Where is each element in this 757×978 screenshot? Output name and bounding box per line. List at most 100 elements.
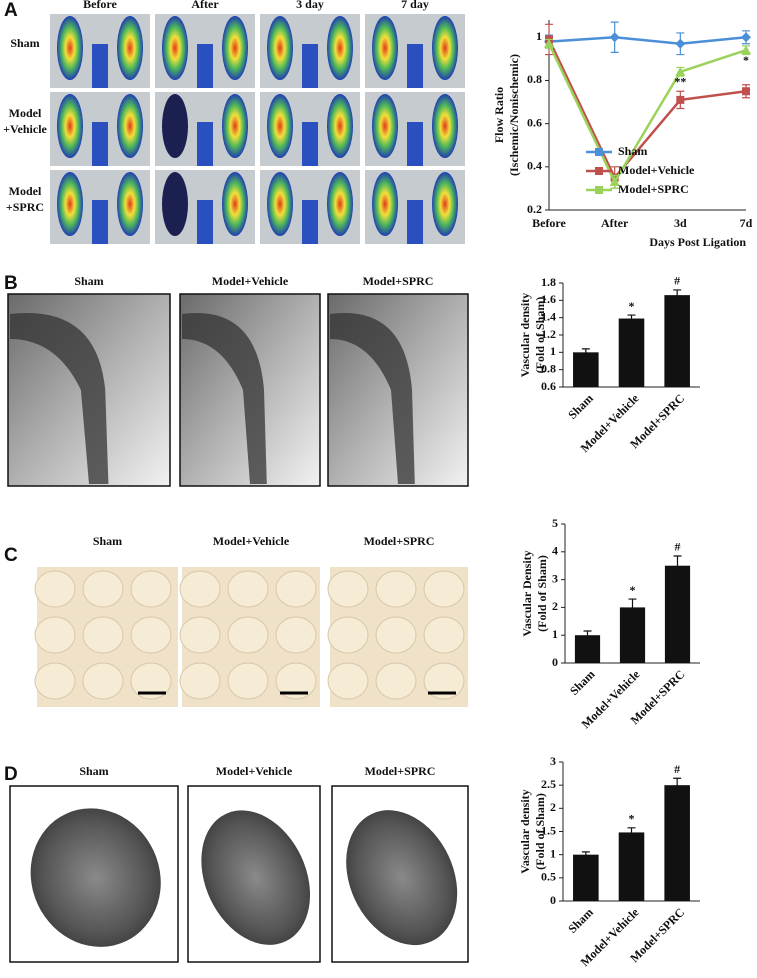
y-axis-label: (Fold of Sham) (535, 555, 549, 632)
error-bar (627, 827, 636, 838)
image-blob (57, 172, 83, 236)
image-cell (227, 616, 269, 654)
y-tick-label: 0.6 (527, 115, 542, 129)
annotation: * (629, 299, 635, 313)
bar (664, 565, 691, 663)
column-title: Model+Vehicle (212, 274, 289, 288)
y-tick-label: 1.2 (541, 327, 556, 341)
bar (618, 832, 645, 901)
column-title: Before (83, 0, 117, 11)
y-axis-label: (Fold of Sham) (533, 793, 547, 870)
y-tick-label: 5 (552, 516, 558, 530)
image-cell (375, 616, 417, 654)
y-tick-label: 0.4 (527, 159, 542, 173)
panel-label: D (4, 764, 18, 785)
image-blob (162, 16, 188, 80)
image-blob (117, 172, 143, 236)
x-axis-label: Days Post Ligation (649, 235, 746, 249)
image-cell (375, 662, 417, 700)
image-blob (432, 172, 458, 236)
image-cell (327, 662, 369, 700)
image-blob (372, 94, 398, 158)
bar (573, 854, 599, 901)
image-blob (302, 44, 318, 88)
image-cell (34, 616, 76, 654)
column-title: After (191, 0, 219, 11)
y-tick-label: 0.8 (527, 72, 542, 86)
bar (619, 607, 646, 663)
column-title: Model+SPRC (364, 534, 435, 548)
y-tick-label: 3 (552, 571, 558, 585)
image-cell (130, 662, 172, 700)
y-tick-label: 0 (552, 655, 558, 669)
y-axis-label: Vascular density (518, 293, 532, 377)
image-blob (407, 200, 423, 244)
row-label: Model (9, 184, 42, 198)
y-tick-label: 1.8 (541, 275, 556, 289)
marker (741, 32, 751, 43)
y-tick-label: 1 (550, 846, 556, 860)
image-bone (10, 312, 109, 484)
image-blob (267, 94, 293, 158)
column-title: Sham (74, 274, 103, 288)
y-tick-label: 2.5 (541, 777, 556, 791)
marker (609, 176, 620, 186)
image-blob (407, 122, 423, 166)
y-axis-label: Vascular Density (520, 550, 534, 636)
image-blob (57, 94, 83, 158)
image-heart (30, 808, 161, 947)
image-blob (372, 172, 398, 236)
annotation: # (674, 762, 680, 776)
y-axis-label: (Ischemic/Nonischemic) (507, 54, 521, 176)
image-heart (201, 810, 311, 945)
image-blob (327, 94, 353, 158)
error-bar (581, 851, 590, 859)
image-cell (423, 662, 465, 700)
image-blob (222, 94, 248, 158)
error-bar (628, 598, 637, 617)
series-line (548, 36, 747, 46)
image-blob (162, 94, 188, 158)
image-blob (92, 200, 108, 244)
column-title: Sham (79, 764, 108, 778)
y-axis-label: (Fold of Sham) (533, 297, 547, 374)
image-blob (92, 44, 108, 88)
y-tick-label: 0.6 (541, 379, 556, 393)
column-title: 7 day (401, 0, 429, 11)
bar (664, 295, 690, 387)
panel-label: C (4, 545, 18, 566)
marker (742, 87, 750, 96)
image-blob (302, 122, 318, 166)
y-tick-label: 1 (550, 344, 556, 358)
image-heart (346, 810, 458, 946)
image-cell (423, 616, 465, 654)
image-blob (327, 16, 353, 80)
image-blob (222, 16, 248, 80)
legend-marker (595, 167, 603, 175)
error-bar (583, 630, 592, 640)
legend-marker (595, 186, 603, 194)
y-tick-label: 1 (552, 627, 558, 641)
marker (675, 38, 686, 49)
error-bar (673, 555, 682, 577)
image-cell (179, 570, 221, 608)
image-blob (57, 16, 83, 80)
x-tick-label: 7d (740, 216, 753, 230)
image-cell (227, 570, 269, 608)
image-blob (92, 122, 108, 166)
row-label: +Vehicle (3, 122, 47, 136)
y-tick-label: 0.5 (541, 870, 556, 884)
image-blob (197, 122, 213, 166)
annotation: # (675, 540, 681, 554)
x-tick-label: After (601, 216, 629, 230)
y-tick-label: 0 (550, 893, 556, 907)
image-blob (267, 172, 293, 236)
image-cell (327, 616, 369, 654)
row-label: Model (9, 106, 42, 120)
series-line (547, 38, 747, 180)
image-blob (162, 172, 188, 236)
annotation: * (630, 583, 636, 597)
x-tick-label: Before (532, 216, 566, 230)
image-bone (182, 312, 267, 484)
marker (676, 95, 685, 104)
